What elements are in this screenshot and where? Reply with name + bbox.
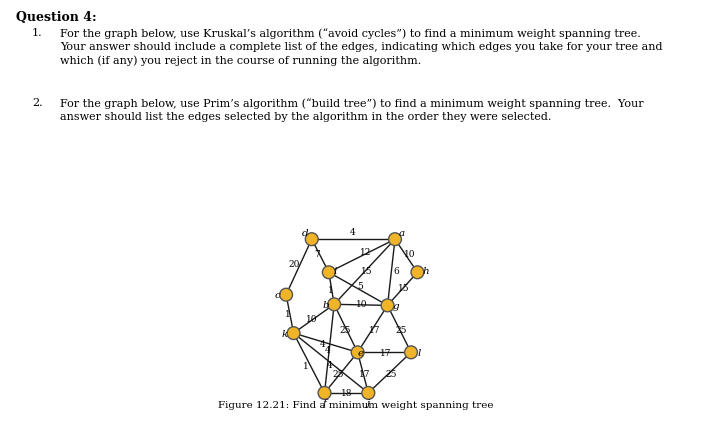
Text: 4: 4	[350, 227, 356, 237]
Text: e: e	[357, 348, 363, 357]
Text: c: c	[274, 291, 280, 299]
Text: 6: 6	[393, 266, 399, 275]
Text: d: d	[301, 228, 308, 237]
Text: For the graph below, use Kruskal’s algorithm (“avoid cycles”) to find a minimum : For the graph below, use Kruskal’s algor…	[60, 28, 663, 66]
Circle shape	[389, 233, 402, 246]
Text: 1: 1	[284, 310, 290, 319]
Text: b: b	[323, 300, 329, 309]
Text: 12: 12	[360, 247, 371, 256]
Circle shape	[279, 289, 292, 302]
Text: Question 4:: Question 4:	[16, 11, 96, 23]
Text: h: h	[422, 266, 429, 275]
Text: k: k	[282, 329, 288, 338]
Circle shape	[305, 233, 318, 246]
Text: 17: 17	[368, 325, 380, 334]
Text: 10: 10	[356, 299, 368, 308]
Text: 25: 25	[395, 325, 407, 334]
Text: 2.: 2.	[32, 98, 43, 108]
Text: g: g	[392, 301, 399, 310]
Text: j: j	[367, 398, 370, 407]
Text: f: f	[323, 398, 326, 407]
Circle shape	[381, 299, 394, 312]
Text: l: l	[418, 348, 421, 357]
Text: i: i	[334, 266, 337, 275]
Text: 17: 17	[380, 348, 392, 357]
Text: 17: 17	[359, 368, 370, 378]
Text: 15: 15	[361, 266, 373, 275]
Text: 25: 25	[385, 368, 397, 378]
Text: 25: 25	[332, 368, 343, 378]
Text: 10: 10	[404, 249, 415, 259]
Text: 7: 7	[314, 249, 320, 259]
Text: 1: 1	[303, 361, 309, 370]
Text: 10: 10	[306, 314, 318, 323]
Text: 4: 4	[327, 360, 333, 369]
Circle shape	[318, 387, 331, 400]
Circle shape	[411, 266, 424, 279]
Circle shape	[322, 266, 335, 279]
Text: 18: 18	[341, 389, 352, 397]
Text: 4: 4	[324, 345, 330, 354]
Circle shape	[287, 327, 300, 340]
Text: a: a	[399, 228, 405, 237]
Text: 25: 25	[339, 325, 351, 334]
Text: 4: 4	[320, 339, 326, 348]
Text: 20: 20	[289, 259, 300, 268]
Circle shape	[405, 346, 417, 359]
Text: 1.: 1.	[32, 28, 43, 37]
Text: Figure 12.21: Find a minimum weight spanning tree: Figure 12.21: Find a minimum weight span…	[218, 400, 493, 409]
Circle shape	[351, 346, 364, 359]
Text: 15: 15	[398, 283, 410, 293]
Circle shape	[362, 387, 375, 400]
Text: 1: 1	[328, 285, 333, 295]
Text: 5: 5	[357, 281, 363, 291]
Text: For the graph below, use Prim’s algorithm (“build tree”) to find a minimum weigh: For the graph below, use Prim’s algorith…	[60, 98, 644, 122]
Circle shape	[328, 298, 341, 311]
